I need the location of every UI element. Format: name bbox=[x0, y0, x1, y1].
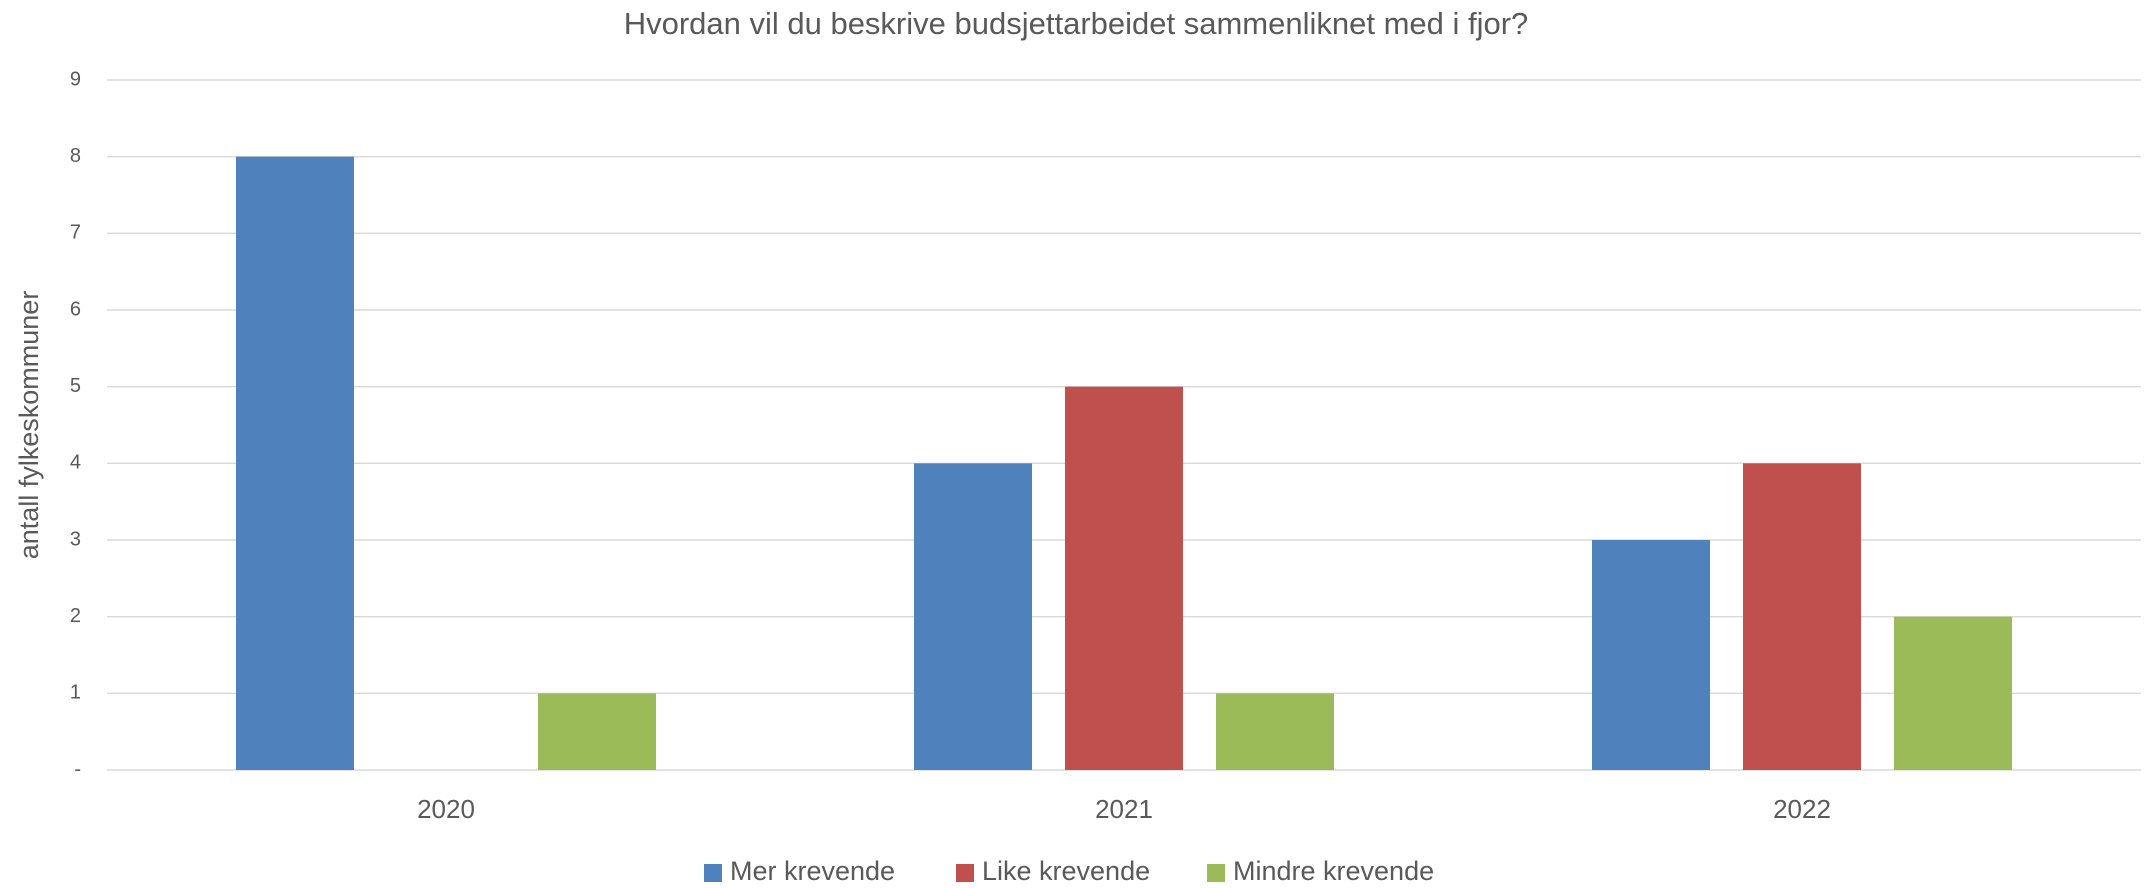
chart-title: Hvordan vil du beskrive budsjettarbeidet… bbox=[624, 6, 1529, 41]
y-axis-label: antall fylkeskommuner bbox=[14, 291, 44, 560]
bar bbox=[1743, 463, 1861, 770]
legend-swatch bbox=[704, 864, 722, 882]
y-tick-label: 2 bbox=[70, 605, 81, 627]
y-tick-label: 6 bbox=[70, 298, 81, 320]
bar bbox=[538, 693, 656, 770]
y-tick-label: 7 bbox=[70, 222, 81, 244]
y-tick-label: 5 bbox=[70, 375, 81, 397]
x-tick-label: 2020 bbox=[417, 794, 475, 824]
y-tick-label: 9 bbox=[70, 68, 81, 90]
y-tick-label: 4 bbox=[70, 452, 81, 474]
legend-label: Mer krevende bbox=[730, 856, 895, 886]
y-tick-label: 3 bbox=[70, 528, 81, 550]
bar bbox=[1065, 386, 1183, 770]
y-tick-label: 8 bbox=[70, 145, 81, 167]
x-tick-label: 2022 bbox=[1773, 794, 1831, 824]
x-tick-label: 2021 bbox=[1095, 794, 1153, 824]
y-tick-label: - bbox=[74, 758, 81, 780]
bar bbox=[914, 463, 1032, 770]
legend-label: Like krevende bbox=[982, 856, 1150, 886]
legend-label: Mindre krevende bbox=[1233, 856, 1434, 886]
legend-swatch bbox=[956, 864, 974, 882]
bar bbox=[1894, 616, 2012, 770]
bar bbox=[236, 156, 354, 770]
bar bbox=[1592, 540, 1710, 770]
legend-swatch bbox=[1207, 864, 1225, 882]
y-tick-label: 1 bbox=[70, 682, 81, 704]
bar bbox=[1216, 693, 1334, 770]
